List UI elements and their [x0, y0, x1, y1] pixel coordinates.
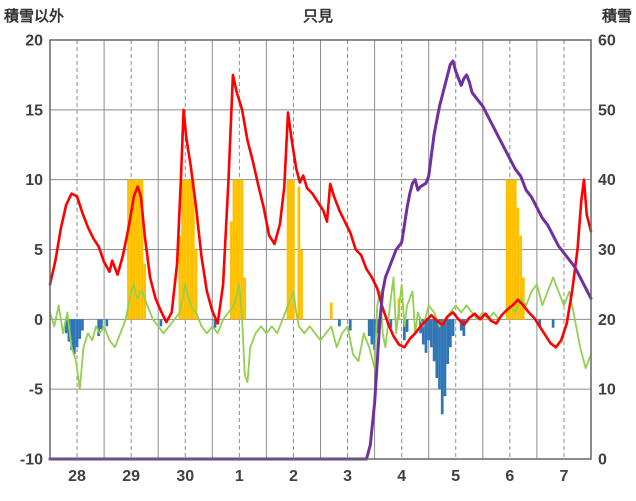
- left-axis-title: 積雪以外: [4, 8, 65, 25]
- svg-text:20: 20: [598, 312, 616, 329]
- svg-text:28: 28: [68, 468, 86, 485]
- svg-text:60: 60: [598, 33, 616, 50]
- svg-text:20: 20: [25, 33, 43, 50]
- purple-line: [48, 59, 593, 461]
- svg-text:7: 7: [559, 468, 568, 485]
- svg-text:2: 2: [289, 468, 298, 485]
- svg-text:3: 3: [343, 468, 352, 485]
- svg-text:1: 1: [235, 468, 244, 485]
- right-axis-title: 積雪: [601, 8, 632, 25]
- svg-text:40: 40: [598, 172, 616, 189]
- gridlines: [50, 40, 591, 459]
- svg-text:30: 30: [598, 242, 616, 259]
- plot-border: [49, 39, 592, 460]
- svg-text:-10: -10: [20, 452, 43, 469]
- svg-text:5: 5: [451, 468, 460, 485]
- svg-text:15: 15: [25, 102, 43, 119]
- svg-text:0: 0: [598, 452, 607, 469]
- green-line: [49, 276, 592, 391]
- svg-text:29: 29: [122, 468, 140, 485]
- svg-text:30: 30: [176, 468, 194, 485]
- blue-bars: [64, 319, 555, 415]
- chart-title: 只見: [302, 8, 333, 25]
- red-line: [48, 73, 593, 349]
- svg-text:10: 10: [25, 172, 43, 189]
- svg-text:4: 4: [397, 468, 406, 485]
- svg-text:50: 50: [598, 102, 616, 119]
- svg-text:0: 0: [34, 312, 43, 329]
- svg-text:10: 10: [598, 382, 616, 399]
- svg-text:5: 5: [34, 242, 43, 259]
- svg-text:6: 6: [505, 468, 514, 485]
- svg-text:-5: -5: [29, 382, 43, 399]
- orange-bars: [127, 179, 525, 320]
